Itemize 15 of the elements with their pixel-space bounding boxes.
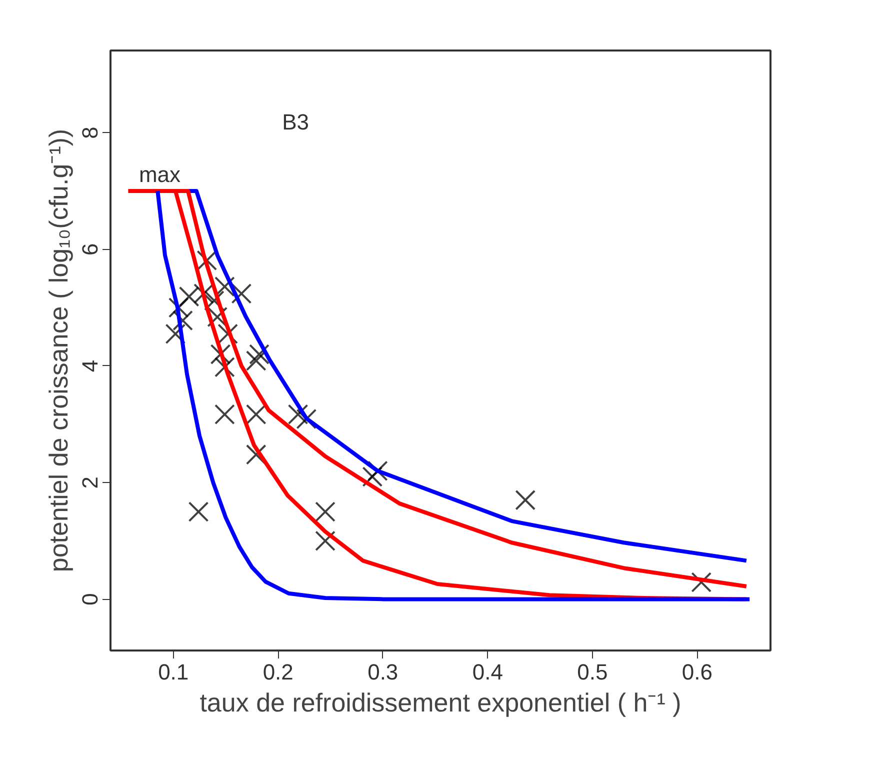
y-tick-label: 6 <box>78 243 102 256</box>
x-tick-label: 0.4 <box>472 660 503 684</box>
annotation: B3 <box>282 110 310 134</box>
y-axis-title: potentiel de croissance ( log₁₀(cfu.g⁻¹)) <box>44 128 74 572</box>
y-tick-label: 8 <box>78 126 102 139</box>
annotation: max <box>138 162 181 188</box>
x-tick-label: 0.5 <box>577 660 608 684</box>
x-tick-label: 0.1 <box>158 660 189 684</box>
y-tick-label: 2 <box>78 476 102 489</box>
y-tick-label: 0 <box>78 593 102 606</box>
x-tick-label: 0.2 <box>262 660 294 684</box>
x-tick-label: 0.3 <box>368 660 398 684</box>
y-tick-label: 4 <box>78 360 102 372</box>
x-axis-title: taux de refroidissement exponentiel ( h⁻¹ ) <box>200 688 682 718</box>
x-tick-label: 0.6 <box>682 660 712 684</box>
